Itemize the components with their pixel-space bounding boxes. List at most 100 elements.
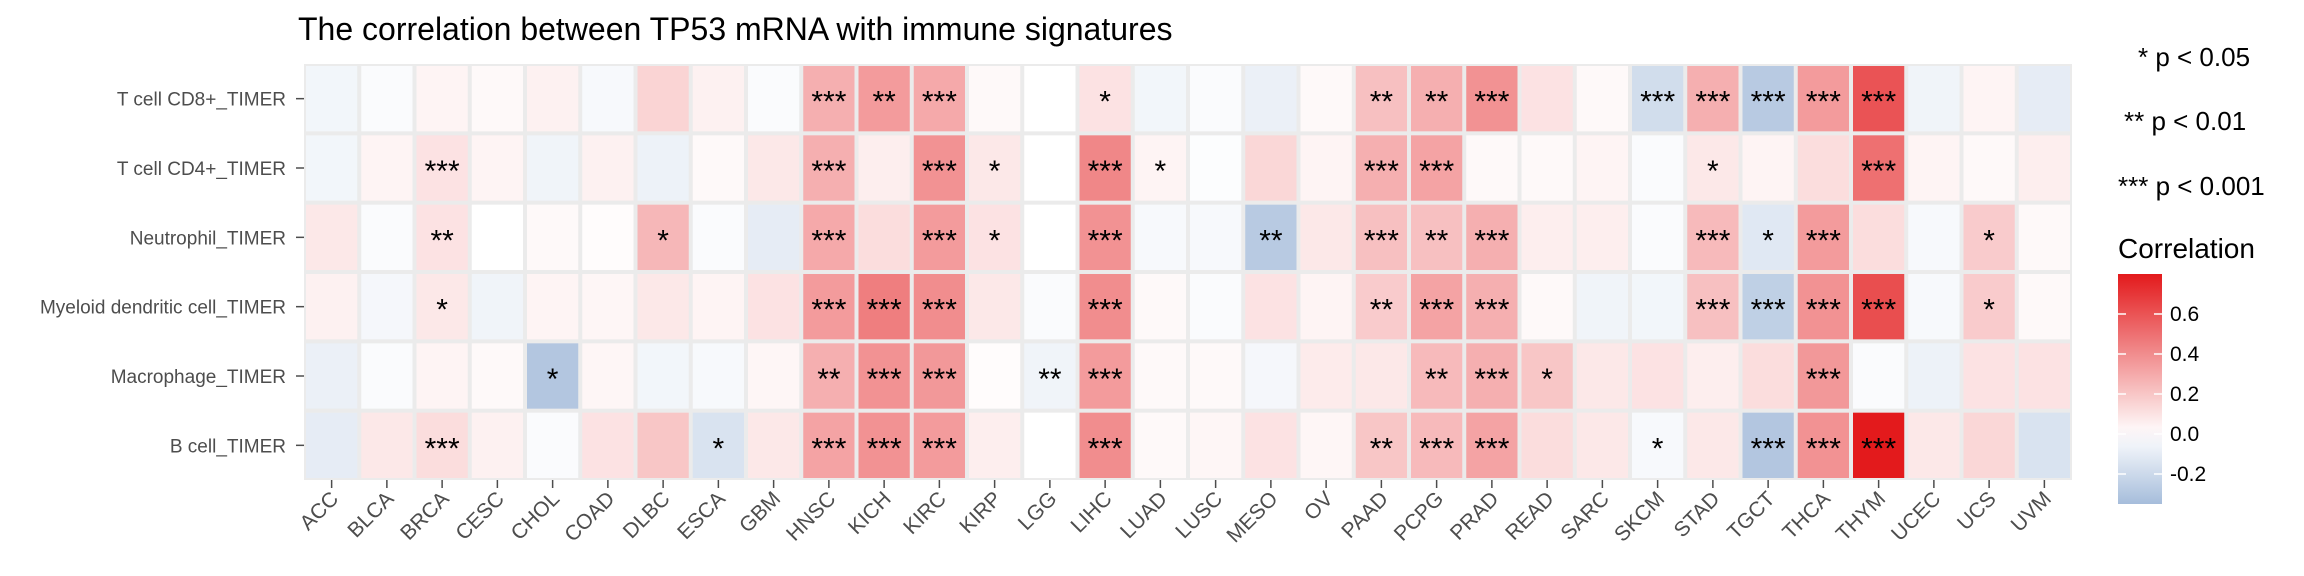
heatmap-cell [858, 274, 910, 340]
heatmap-cell [692, 343, 744, 409]
heatmap-cell [582, 135, 634, 201]
heatmap-cell [1797, 343, 1849, 409]
significance-star: * [1652, 432, 1664, 465]
heatmap-cell [1245, 274, 1297, 340]
x-tick-label: DLBC [619, 487, 675, 543]
heatmap-cell [1190, 135, 1242, 201]
heatmap-cell [1190, 343, 1242, 409]
heatmap-cell [582, 412, 634, 478]
heatmap-cell [637, 135, 689, 201]
heatmap-cell [1963, 135, 2015, 201]
heatmap-cell [1134, 343, 1186, 409]
heatmap-cell [1300, 412, 1352, 478]
x-tick-label: COAD [560, 487, 619, 546]
legend-tick-label: 0.6 [2170, 303, 2199, 326]
heatmap-cell [1963, 66, 2015, 132]
heatmap-cell [748, 274, 800, 340]
y-tick-label: Neutrophil_TIMER [130, 228, 286, 249]
significance-star: * [1099, 86, 1111, 119]
heatmap-cell [1466, 66, 1518, 132]
heatmap-cell [1576, 135, 1628, 201]
heatmap-cell [1687, 135, 1739, 201]
heatmap-cell [858, 66, 910, 132]
heatmap-cell [1190, 66, 1242, 132]
heatmap-cell [1963, 274, 2015, 340]
heatmap-cell [748, 412, 800, 478]
x-tick-label: THYM [1832, 487, 1890, 545]
heatmap-cell [1797, 412, 1849, 478]
heatmap-cell [1134, 412, 1186, 478]
heatmap-cell [1355, 204, 1407, 270]
color-legend: Correlation 0.6 0.4 0.2 0.0 -0.2 [2118, 233, 2255, 504]
x-tick-label: KIRC [899, 487, 951, 539]
heatmap-cell [1079, 343, 1131, 409]
heatmap-cell [1355, 274, 1407, 340]
heatmap-cell [1190, 412, 1242, 478]
significance-star: *** [811, 155, 846, 188]
heatmap-cell [1963, 343, 2015, 409]
heatmap-cell [1355, 412, 1407, 478]
heatmap-cell [1632, 274, 1684, 340]
x-tick-label: KICH [844, 487, 896, 539]
heatmap-cell [1024, 204, 1076, 270]
significance-star: *** [811, 432, 846, 465]
heatmap-cell [1687, 343, 1739, 409]
significance-star: *** [1751, 432, 1786, 465]
heatmap-cell [1632, 66, 1684, 132]
heatmap-cell [306, 343, 358, 409]
significance-star: * [1155, 155, 1167, 188]
x-tick-label: MESO [1222, 487, 1282, 547]
significance-star: * [713, 432, 725, 465]
heatmap-cell [1245, 66, 1297, 132]
heatmap-cell [1853, 135, 1905, 201]
heatmap-cell [803, 412, 855, 478]
significance-star: *** [1695, 86, 1730, 119]
heatmap-cell [692, 204, 744, 270]
heatmap-cell [361, 343, 413, 409]
significance-key-item: ** p < 0.01 [2124, 106, 2246, 136]
x-tick-label: SARC [1556, 487, 1614, 545]
heatmap-cell [692, 274, 744, 340]
significance-key-item: * p < 0.05 [2138, 42, 2250, 72]
heatmap-cell [416, 274, 468, 340]
heatmap-cell [858, 343, 910, 409]
heatmap-cell [1245, 412, 1297, 478]
heatmap-cell [1908, 412, 1960, 478]
significance-star: *** [867, 363, 902, 396]
x-tick-label: LGG [1014, 487, 1062, 535]
heatmap-cell [1853, 66, 1905, 132]
heatmap-cell [803, 274, 855, 340]
significance-key: * p < 0.05 ** p < 0.01 *** p < 0.001 [2118, 42, 2265, 201]
significance-star: *** [1364, 224, 1399, 257]
heatmap-cell [1411, 412, 1463, 478]
heatmap-cell [1466, 343, 1518, 409]
significance-star: *** [1861, 155, 1896, 188]
heatmap-cell [1576, 412, 1628, 478]
significance-star: * [1983, 224, 1995, 257]
heatmap-cell [527, 135, 579, 201]
x-tick-label: PRAD [1446, 487, 1504, 545]
heatmap-cell [1632, 135, 1684, 201]
heatmap-cell [1908, 66, 1960, 132]
heatmap-cell [306, 412, 358, 478]
heatmap-cell [2018, 412, 2070, 478]
plot-panel [304, 64, 2072, 480]
legend-tick-label: -0.2 [2170, 463, 2206, 486]
heatmap-cell [1079, 66, 1131, 132]
heatmap-cell [1908, 274, 1960, 340]
heatmap-cell [1190, 274, 1242, 340]
heatmap-cell [2018, 204, 2070, 270]
heatmap-cell [2018, 135, 2070, 201]
heatmap-cell [1300, 343, 1352, 409]
heatmap-cell [527, 412, 579, 478]
heatmap-cell [1024, 412, 1076, 478]
heatmap-cell [471, 135, 523, 201]
heatmap-cell [1908, 343, 1960, 409]
heatmap-cell [306, 66, 358, 132]
heatmap-cell [1632, 343, 1684, 409]
heatmap-cell [1245, 135, 1297, 201]
heatmap-cell [969, 66, 1021, 132]
significance-marks: *** ** *** * ** ** *** *** *** *** *** ****** *** ***… [425, 86, 1996, 466]
significance-star: * [989, 155, 1001, 188]
